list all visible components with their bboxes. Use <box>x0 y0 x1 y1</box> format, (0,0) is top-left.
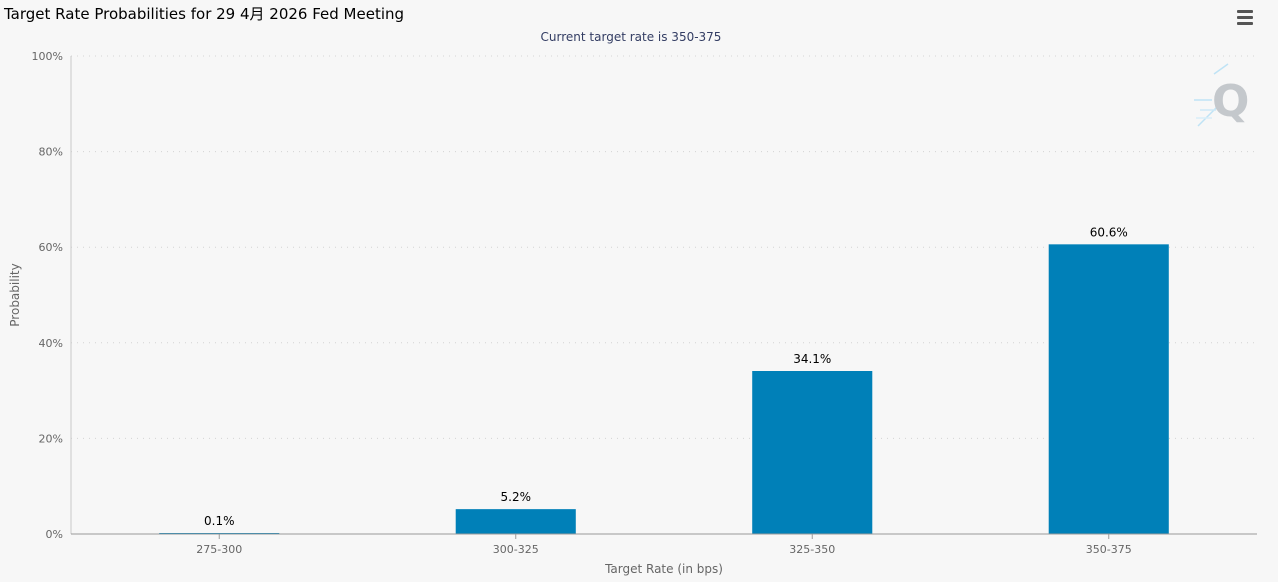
y-axis-title: Probability <box>8 263 22 326</box>
y-tick-label: 60% <box>39 241 63 254</box>
data-label: 5.2% <box>501 490 532 504</box>
y-tick-label: 0% <box>46 528 63 541</box>
data-label: 0.1% <box>204 514 235 528</box>
bar-325-350[interactable] <box>752 371 873 534</box>
y-tick-label: 80% <box>39 146 63 159</box>
x-axis-ticks: 275-300 300-325 325-350 350-375 <box>196 534 1132 556</box>
x-tick-label: 325-350 <box>789 543 835 556</box>
chart-subtitle: Current target rate is 350-375 <box>541 30 722 44</box>
y-tick-label: 100% <box>32 50 63 63</box>
hamburger-menu-icon[interactable] <box>1232 6 1258 28</box>
x-tick-label: 275-300 <box>196 543 242 556</box>
data-label: 34.1% <box>793 352 831 366</box>
y-tick-label: 20% <box>39 432 63 445</box>
q-logo-icon: Q <box>1194 63 1249 127</box>
svg-text:Q: Q <box>1212 76 1249 127</box>
bar-350-375[interactable] <box>1048 244 1169 534</box>
data-labels: 0.1% 5.2% 34.1% 60.6% <box>204 225 1128 528</box>
bars <box>159 244 1169 534</box>
x-tick-label: 300-325 <box>493 543 539 556</box>
x-axis-title: Target Rate (in bps) <box>604 562 723 576</box>
x-tick-label: 350-375 <box>1086 543 1132 556</box>
bar-300-325[interactable] <box>455 509 576 534</box>
y-tick-label: 40% <box>39 337 63 350</box>
data-label: 60.6% <box>1090 225 1128 239</box>
chart-title: Target Rate Probabilities for 29 4月 2026… <box>4 5 405 23</box>
y-axis-ticks: 0% 20% 40% 60% 80% 100% <box>32 50 63 541</box>
